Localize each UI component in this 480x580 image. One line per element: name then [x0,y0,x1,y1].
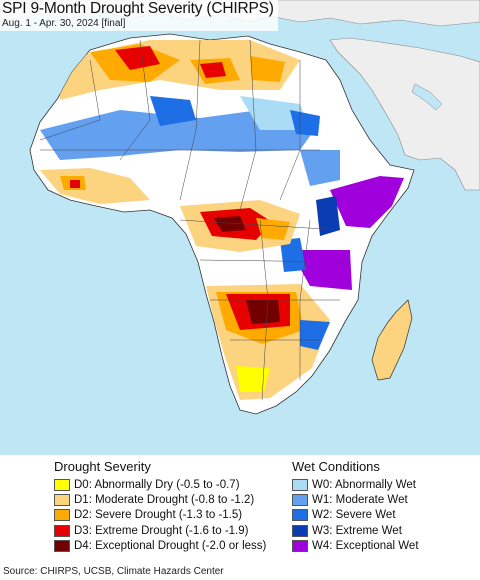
legend-label-w2: W2: Severe Wet [312,509,396,522]
legend-item-d3: D3: Extreme Drought (-1.6 to -1.9) [54,523,286,538]
legend-label-w1: W1: Moderate Wet [312,494,408,507]
legend-label-d1: D1: Moderate Drought (-0.8 to -1.2) [74,494,255,507]
wet-legend-title: Wet Conditions [292,459,380,474]
legend-swatch-w3 [292,524,308,537]
drought-overlay [40,40,404,400]
legend-swatch-d4 [54,540,70,553]
legend-item-w2: W2: Severe Wet [292,508,472,523]
legend-label-d2: D2: Severe Drought (-1.3 to -1.5) [74,509,243,522]
map-subtitle: Aug. 1 - Apr. 30, 2024 [final] [2,18,126,29]
legend-item-d0: D0: Abnormally Dry (-0.5 to -0.7) [54,477,286,492]
legend-swatch-d2 [54,509,70,522]
legend-label-d3: D3: Extreme Drought (-1.6 to -1.9) [74,524,249,537]
legend-item-w3: W3: Extreme Wet [292,523,472,538]
country-borders [39,39,351,401]
map-panel: SPI 9-Month Drought Severity (CHIRPS) Au… [0,0,480,455]
legend-swatch-w4 [292,540,308,553]
legend-label-w0: W0: Abnormally Wet [312,478,416,491]
legend-swatch-w1 [292,494,308,507]
map-title: SPI 9-Month Drought Severity (CHIRPS) [2,0,274,17]
source-credit: Source: CHIRPS, UCSB, Climate Hazards Ce… [3,566,224,577]
wet-legend: Wet Conditions W0: Abnormally Wet W1: Mo… [292,459,472,554]
legend-swatch-d0 [54,478,70,491]
middle-east-landmass [329,37,480,191]
africa-map [0,0,480,415]
legend-item-w4: W4: Exceptional Wet [292,539,472,554]
title-box: SPI 9-Month Drought Severity (CHIRPS) Au… [0,0,278,31]
legend-label-d0: D0: Abnormally Dry (-0.5 to -0.7) [74,478,240,491]
legend-item-d1: D1: Moderate Drought (-0.8 to -1.2) [54,492,286,507]
legend-item-d4: D4: Exceptional Drought (-2.0 or less) [54,539,286,554]
legend-label-w3: W3: Extreme Wet [312,524,402,537]
drought-legend: Drought Severity D0: Abnormally Dry (-0.… [54,459,286,554]
legend-swatch-w2 [292,509,308,522]
legend-label-w4: W4: Exceptional Wet [312,540,419,553]
legend-swatch-d1 [54,494,70,507]
legend-swatch-w0 [292,478,308,491]
madagascar [371,299,413,381]
legend-item-w0: W0: Abnormally Wet [292,477,472,492]
drought-legend-title: Drought Severity [54,459,151,474]
legend-label-d4: D4: Exceptional Drought (-2.0 or less) [74,540,267,553]
legend-swatch-d3 [54,524,70,537]
legend-item-w1: W1: Moderate Wet [292,492,472,507]
legend-item-d2: D2: Severe Drought (-1.3 to -1.5) [54,508,286,523]
persian-gulf [411,83,443,111]
